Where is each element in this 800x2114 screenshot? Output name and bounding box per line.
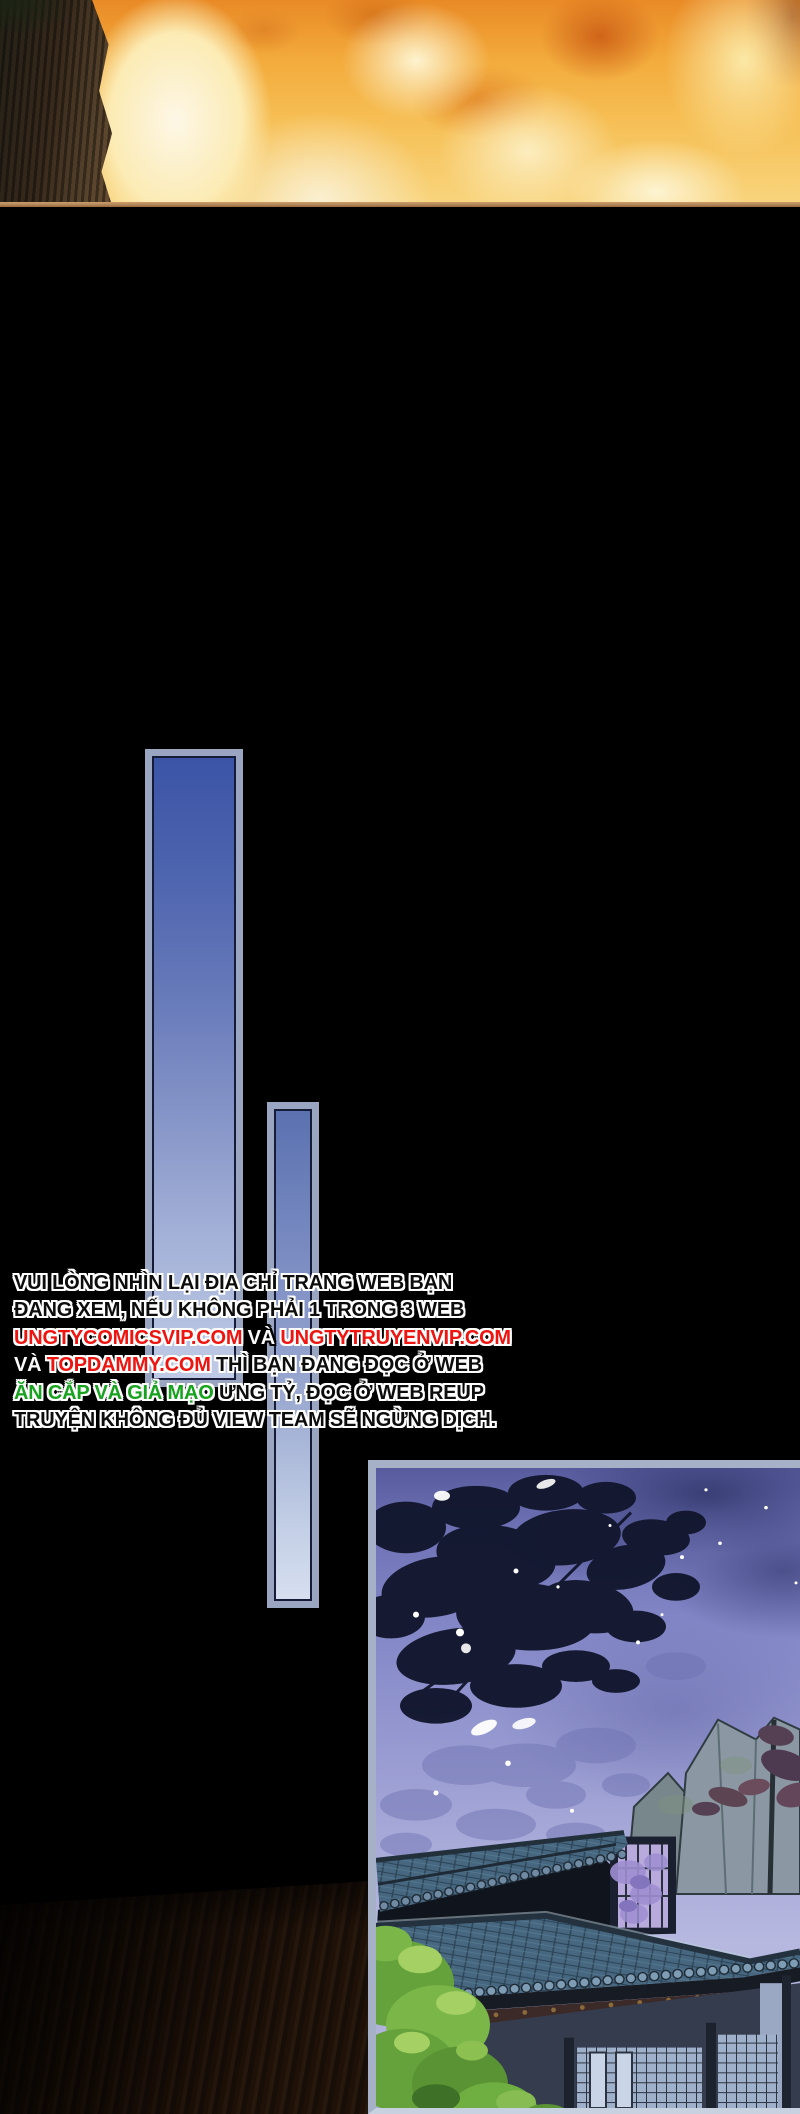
building-interior bbox=[472, 1975, 800, 2108]
green-bushes bbox=[376, 1925, 564, 2108]
warning-text-segment: TOPDAMMY.COM bbox=[46, 1354, 211, 1377]
flames-artwork bbox=[0, 0, 800, 202]
main-eave-scallops bbox=[462, 1958, 800, 1999]
fire-panel-bottom-border bbox=[0, 202, 800, 207]
warning-line: UNGTYCOMICSVIP.COM VÀ UNGTYTRUYENVIP.COM bbox=[14, 1325, 534, 1352]
fireflies-and-petals bbox=[413, 1478, 798, 1813]
warning-text-segment: TRUYỆN KHÔNG ĐỦ VIEW TEAM SẼ NGỪNG DỊCH. bbox=[14, 1408, 496, 1431]
warning-line: VÀ TOPDAMMY.COM THÌ BẠN ĐANG ĐỌC Ở WEB bbox=[14, 1352, 534, 1379]
warning-text-segment: THÌ BẠN ĐANG ĐỌC Ở WEB bbox=[210, 1354, 482, 1377]
wood-shadow-fade bbox=[0, 1881, 368, 1930]
night-scene-artwork bbox=[376, 1474, 800, 2108]
upper-eave-scallops bbox=[379, 1849, 627, 1911]
night-scene-panel bbox=[368, 1460, 800, 2114]
tree-silhouettes bbox=[376, 1474, 706, 1724]
warning-text-segment: UNGTYTRUYENVIP.COM bbox=[280, 1326, 511, 1349]
dark-leaf-clusters bbox=[692, 1725, 800, 1816]
warning-text-segment: VÀ bbox=[14, 1354, 47, 1377]
warning-text-segment: ƯNG TỶ, ĐỌC Ở WEB REUP bbox=[213, 1381, 484, 1404]
warning-text-segment: UNGTYCOMICSVIP.COM bbox=[14, 1326, 243, 1349]
warning-text-segment: ĂN CẮP VÀ GIẢ MẠO bbox=[14, 1381, 214, 1404]
dark-wood-foreground bbox=[0, 1881, 368, 2114]
piracy-warning-text: VUI LÒNG NHÌN LẠI ĐỊA CHỈ TRANG WEB BẠN Đ… bbox=[14, 1270, 534, 1434]
upper-roof bbox=[376, 1830, 628, 1912]
warning-line: ĐANG XEM, NẾU KHÔNG PHẢI 1 TRONG 3 WEB bbox=[14, 1297, 534, 1324]
transition-bar-large bbox=[145, 749, 243, 1387]
warning-line: VUI LÒNG NHÌN LẠI ĐỊA CHỈ TRANG WEB BẠN bbox=[14, 1270, 534, 1297]
warning-text-segment: ĐANG XEM, NẾU KHÔNG PHẢI 1 TRONG 3 WEB bbox=[14, 1299, 465, 1322]
main-roof bbox=[376, 1910, 800, 2025]
tree-trunk-silhouette bbox=[0, 0, 113, 202]
warning-text-segment: VUI LÒNG NHÌN LẠI ĐỊA CHỈ TRANG WEB BẠN bbox=[14, 1272, 453, 1294]
warning-line: TRUYỆN KHÔNG ĐỦ VIEW TEAM SẼ NGỪNG DỊCH. bbox=[14, 1407, 534, 1434]
warning-text-segment: VÀ bbox=[242, 1326, 281, 1349]
warning-line: ĂN CẮP VÀ GIẢ MẠO ƯNG TỶ, ĐỌC Ở WEB REUP bbox=[14, 1380, 534, 1407]
transition-bar-small bbox=[267, 1102, 319, 1608]
fire-panel bbox=[0, 0, 800, 207]
